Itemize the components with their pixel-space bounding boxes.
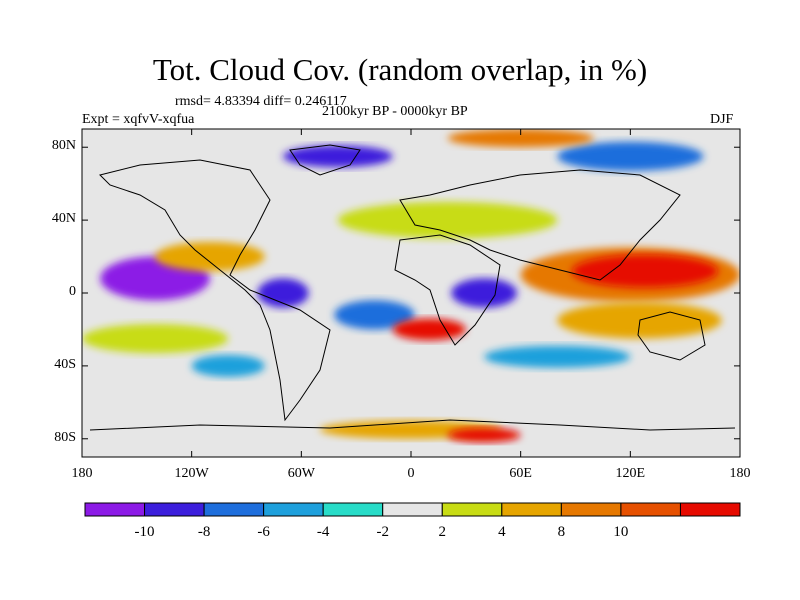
eurasia-coastline xyxy=(399,169,681,281)
lon-tick-label: 120W xyxy=(174,466,209,481)
colorbar-segment xyxy=(263,502,324,517)
antarctica-coastline xyxy=(89,419,736,431)
coastlines xyxy=(89,144,736,431)
anomaly-blob xyxy=(557,141,704,171)
colorbar-label: -10 xyxy=(135,524,155,540)
lon-tick-label: 60E xyxy=(509,466,532,481)
anomaly-blob xyxy=(191,354,265,377)
anomaly-blob xyxy=(571,254,719,288)
colorbar-segment xyxy=(84,502,146,517)
anomaly-blob xyxy=(283,145,393,168)
lon-tick-label: 120E xyxy=(615,466,646,481)
colorbar-label: -2 xyxy=(376,524,389,540)
anomaly-blob xyxy=(447,129,594,148)
anomaly-blob xyxy=(337,201,558,239)
lat-tick-label: 40S xyxy=(54,356,76,372)
colorbar-segment xyxy=(441,502,503,517)
map-title: Tot. Cloud Cov. (random overlap, in %) xyxy=(152,52,648,87)
lon-tick-label: 180 xyxy=(71,466,93,481)
anomaly-blob xyxy=(257,278,309,308)
lon-tick-label: 60W xyxy=(287,466,315,481)
colorbar-segment xyxy=(560,502,622,517)
anomaly-blob xyxy=(447,427,521,443)
lat-tick-label: 0 xyxy=(69,284,76,299)
colorbar-segment xyxy=(679,502,741,517)
lat-tick-label: 40N xyxy=(51,211,76,227)
colorbar: -10 -8 -6 -4 -2 2 4 8 10 xyxy=(84,502,741,540)
colorbar-segment xyxy=(322,502,384,517)
colorbar-segment xyxy=(620,502,681,517)
colorbar-label: 8 xyxy=(558,524,566,540)
colorbar-segment xyxy=(203,502,265,517)
lon-tick-label: 180 xyxy=(729,466,751,481)
colorbar-label: 2 xyxy=(439,524,447,540)
americas-coastline xyxy=(99,159,331,422)
anomaly-blob xyxy=(334,300,415,330)
anomaly-blob xyxy=(484,345,631,368)
lat-tick-label: 80S xyxy=(54,429,76,445)
colorbar-segment xyxy=(501,502,562,517)
anomaly-blob xyxy=(155,241,265,272)
colorbar-segment xyxy=(382,502,443,517)
colorbar-label: -4 xyxy=(317,524,330,540)
period-text: 2100kyr BP - 0000kyr BP xyxy=(322,104,468,119)
axis-ticks xyxy=(81,129,741,457)
greenland-coastline xyxy=(289,144,361,176)
anomaly-blob xyxy=(82,323,229,354)
australia-coastline xyxy=(637,311,706,361)
lon-tick-label: 0 xyxy=(407,466,415,481)
season-label: DJF xyxy=(710,112,734,127)
colorbar-segment xyxy=(144,502,205,517)
colorbar-label: -8 xyxy=(198,524,211,540)
colorbar-label: 10 xyxy=(613,524,628,540)
colorbar-label: 4 xyxy=(498,524,506,540)
lat-tick-label: 80N xyxy=(51,138,76,154)
africa-coastline xyxy=(394,234,501,346)
anomaly-blob xyxy=(392,318,466,341)
experiment-text: Expt = xqfvV-xqfua xyxy=(82,112,195,127)
stats-text: rmsd= 4.83394 diff= 0.246117 xyxy=(175,94,347,109)
colorbar-label: -6 xyxy=(257,524,270,540)
anomaly-blob xyxy=(451,278,518,308)
